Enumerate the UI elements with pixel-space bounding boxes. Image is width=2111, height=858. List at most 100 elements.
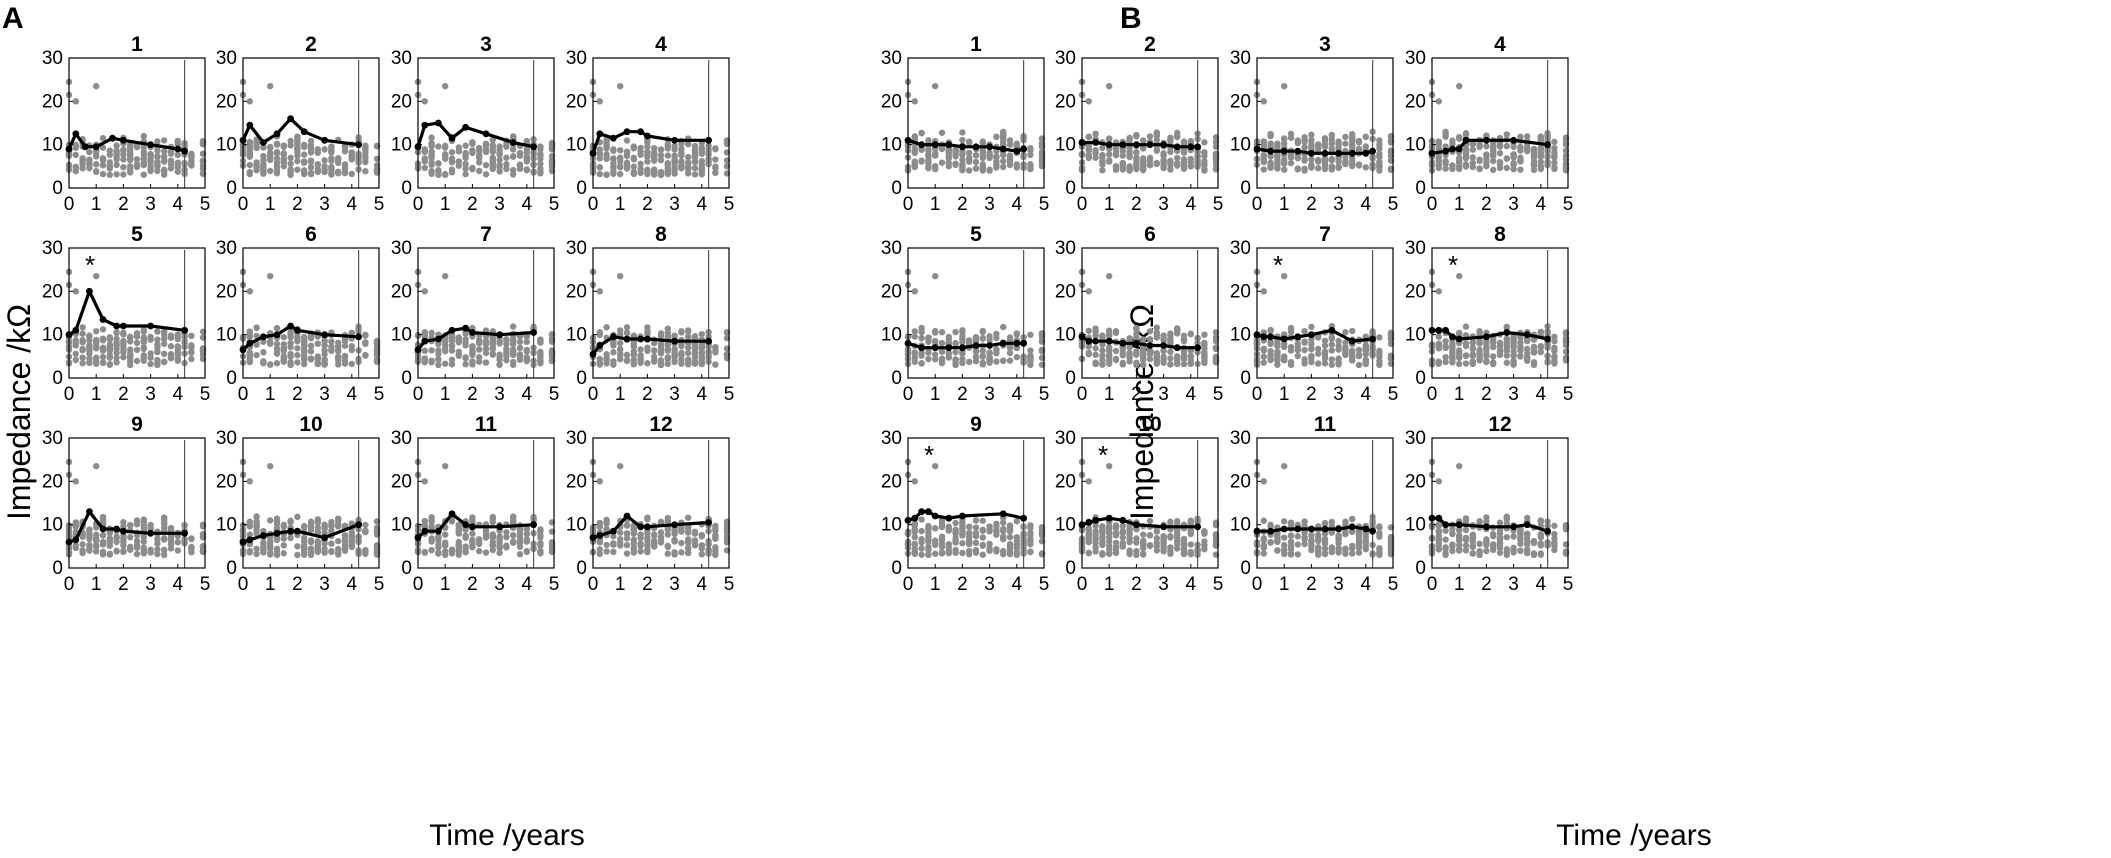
y-tick-label: 30: [1230, 48, 1251, 69]
data-point: [657, 146, 665, 153]
mean-point: [623, 335, 631, 343]
data-point: [1085, 133, 1093, 140]
data-point: [120, 171, 127, 178]
data-point: [1112, 151, 1120, 159]
data-point: [154, 138, 161, 145]
data-point: [362, 332, 369, 339]
data-point: [246, 138, 253, 146]
data-point: [1000, 163, 1007, 171]
data-point: [516, 527, 524, 534]
data-point: [712, 169, 719, 176]
data-point: [1160, 356, 1167, 364]
plot-title: 1: [131, 33, 143, 56]
data-point: [537, 336, 544, 343]
mean-point: [1013, 147, 1021, 155]
data-point: [1496, 150, 1504, 157]
x-tick-label: 2: [118, 194, 129, 215]
data-point: [959, 136, 966, 144]
x-tick-label: 3: [145, 574, 156, 595]
data-point: [1503, 142, 1511, 150]
mean-point: [1119, 339, 1127, 347]
data-point: [462, 165, 469, 172]
data-point: [161, 167, 168, 174]
data-point: [469, 540, 476, 547]
data-point: [516, 338, 524, 346]
data-point: [925, 157, 932, 164]
data-point: [301, 143, 308, 151]
data-point: [113, 547, 120, 554]
data-point: [1000, 357, 1007, 364]
data-point: [685, 153, 692, 161]
outlier-point: [442, 82, 449, 90]
y-tick-label: 0: [1415, 178, 1426, 199]
data-point: [140, 151, 147, 158]
data-point: [1308, 131, 1315, 138]
mean-point: [355, 333, 362, 341]
mean-point: [931, 141, 939, 149]
data-point: [911, 349, 918, 356]
data-point: [93, 328, 100, 335]
data-point: [428, 170, 435, 177]
data-point: [455, 538, 462, 546]
data-point: [428, 357, 435, 364]
data-point: [671, 170, 678, 177]
data-point: [1503, 323, 1511, 330]
data-point: [294, 351, 301, 359]
data-point: [1530, 346, 1538, 353]
mean-point: [294, 326, 301, 334]
data-point: [442, 551, 449, 559]
data-point: [435, 347, 442, 354]
data-point: [603, 541, 610, 549]
data-point: [1510, 351, 1517, 359]
data-point: [154, 160, 161, 168]
data-point: [1349, 137, 1356, 144]
data-point: [469, 358, 476, 365]
data-point: [651, 353, 658, 360]
data-point: [1274, 351, 1281, 358]
data-point: [79, 354, 86, 361]
data-point: [1456, 157, 1463, 164]
data-point: [362, 352, 369, 359]
data-point: [1027, 356, 1034, 364]
data-point: [510, 518, 517, 525]
data-point: [174, 163, 181, 170]
data-point: [1342, 133, 1349, 141]
data-point: [253, 144, 260, 151]
y-tick-label: 0: [1240, 368, 1251, 389]
data-point: [1435, 140, 1443, 148]
data-point: [1000, 131, 1007, 139]
data-point: [127, 533, 134, 541]
mean-line: [68, 289, 185, 337]
data-point: [348, 542, 355, 549]
data-point: [1355, 361, 1363, 369]
data-point: [1456, 360, 1463, 368]
data-point: [127, 346, 134, 353]
data-point: [287, 142, 294, 149]
outlier-point: [1435, 288, 1443, 295]
data-point: [1167, 330, 1174, 337]
data-point: [1160, 160, 1167, 168]
data-point: [1092, 130, 1099, 138]
outlier-point: [442, 272, 449, 280]
data-point: [1349, 354, 1356, 361]
data-point: [1174, 360, 1181, 368]
data-point: [294, 543, 301, 550]
data-point: [428, 518, 435, 525]
data-point: [1281, 353, 1288, 360]
outlier-point: [72, 288, 80, 295]
data-point: [294, 345, 301, 352]
data-point: [623, 329, 631, 336]
data-point: [503, 143, 510, 150]
mean-point: [260, 333, 267, 341]
data-point: [314, 516, 321, 523]
data-point: [435, 541, 442, 548]
data-point: [1510, 361, 1517, 368]
data-point: [260, 170, 267, 177]
data-point: [482, 549, 490, 556]
data-point: [945, 155, 952, 162]
data-point: [106, 361, 114, 368]
data-point: [610, 358, 617, 365]
y-tick-label: 0: [576, 178, 587, 199]
